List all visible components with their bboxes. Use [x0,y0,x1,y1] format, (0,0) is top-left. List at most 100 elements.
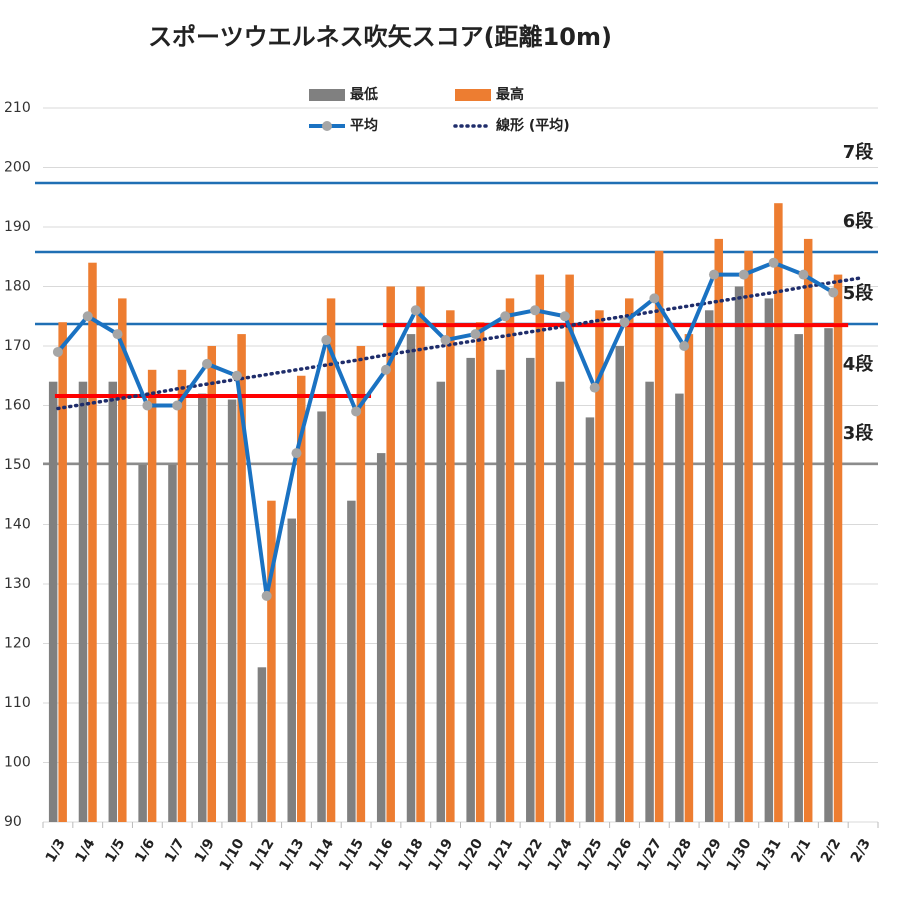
bar [147,369,157,822]
x-tick-label: 1/15 [336,836,367,874]
bar [198,393,207,822]
bar [466,357,475,822]
average-marker [738,269,749,280]
bar [595,310,604,822]
level-label: 6段 [843,210,875,232]
bar [416,286,425,822]
x-tick-label: 1/9 [192,836,218,865]
average-marker [52,346,63,357]
bar [376,453,386,822]
average-marker [82,311,93,322]
x-tick-label: 2/1 [788,836,814,865]
y-tick-label: 90 [4,814,22,830]
chart-title: スポーツウエルネス吹矢スコア(距離10m) [148,23,612,51]
average-marker [261,590,272,601]
bar [48,381,58,822]
average-marker [231,370,242,381]
level-label: 5段 [843,282,875,304]
y-tick-label: 130 [4,576,31,592]
y-tick-label: 180 [4,279,31,295]
x-tick-label: 1/13 [276,836,307,874]
y-tick-label: 190 [4,219,31,235]
bar [585,417,595,822]
bar [496,369,505,822]
x-tick-label: 1/7 [162,836,188,865]
bar [267,500,276,822]
average-marker [172,400,183,411]
x-tick-label: 1/10 [217,836,248,874]
x-tick-label: 1/28 [664,836,695,874]
bar [744,250,753,823]
y-tick-label: 150 [4,457,31,473]
bar [237,334,246,822]
bar [386,286,395,822]
y-tick-label: 200 [4,160,31,176]
average-marker [828,287,839,298]
y-tick-label: 210 [4,100,31,116]
bar [704,310,714,822]
average-marker [470,329,481,340]
bar [207,346,217,822]
bar [615,346,625,822]
average-marker [202,358,213,369]
bar [436,381,446,822]
bar [774,203,783,822]
x-tick-label: 1/21 [485,836,516,874]
x-tick-label: 2/3 [848,836,874,865]
average-marker [142,400,153,411]
legend-swatch [455,89,491,101]
legend-label: 線形 (平均) [496,117,570,134]
bar [684,334,694,822]
average-marker [380,364,391,375]
bar [227,399,237,822]
x-tick-label: 1/24 [545,836,576,874]
bar [714,238,723,822]
x-tick-label: 1/31 [754,836,785,874]
bar [764,298,774,822]
bar [317,411,326,822]
bar [138,465,147,822]
bar [287,518,296,822]
y-tick-label: 120 [4,636,31,652]
bar [555,381,565,822]
bar [118,298,127,822]
y-tick-label: 140 [4,517,31,533]
x-tick-label: 2/2 [818,836,844,865]
average-marker [530,305,541,316]
x-tick-label: 1/26 [604,836,635,874]
bar [108,381,118,822]
bar [833,274,843,823]
bar [526,357,535,822]
x-tick-label: 1/6 [132,836,158,865]
bar [168,465,177,822]
bar [58,322,67,822]
bar [475,322,485,822]
bar [645,381,654,822]
bar [505,298,515,822]
bar [326,298,336,822]
bar [803,238,813,822]
average-marker [679,341,690,351]
bar [356,346,366,822]
average-marker [768,257,779,268]
legend-label: 最高 [496,86,524,103]
y-tick-label: 160 [4,398,31,414]
bar [824,328,833,822]
y-tick-label: 170 [4,338,31,354]
average-marker [619,317,630,328]
x-tick-label: 1/5 [102,836,128,865]
average-marker [559,311,570,322]
level-label: 3段 [843,422,875,444]
legend-label: 平均 [350,117,378,134]
average-marker [410,305,421,316]
average-marker [798,269,809,280]
average-marker [649,293,660,304]
bar [296,375,306,822]
x-tick-label: 1/4 [72,836,98,866]
legend-label: 最低 [350,86,378,103]
bar [794,334,803,822]
bar [257,667,267,822]
bar [675,393,684,822]
average-marker [589,382,600,393]
bar [535,274,545,823]
